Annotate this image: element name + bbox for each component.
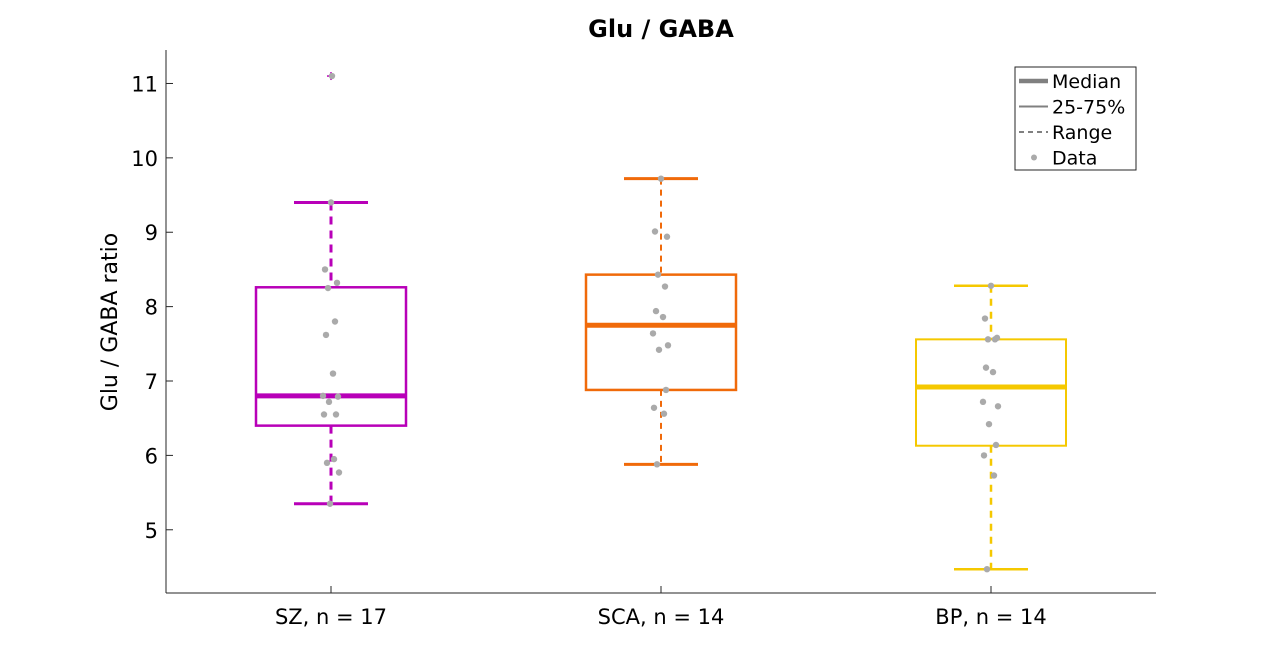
legend-swatch	[1031, 154, 1037, 161]
data-point	[994, 403, 1002, 410]
legend-label: Data	[1052, 148, 1097, 170]
data-point	[319, 392, 327, 400]
y-tick-label: 10	[131, 147, 158, 171]
x-tick-label: SCA, n = 14	[598, 605, 725, 629]
box-group	[915, 284, 1067, 571]
legend: Median 25-75% Range Data	[1014, 66, 1137, 171]
y-tick-label: 5	[145, 519, 158, 543]
iqr-box	[254, 286, 408, 427]
y-tick-label: 6	[145, 444, 158, 468]
data-point	[992, 441, 1000, 449]
legend-label: Range	[1052, 122, 1112, 144]
legend-entry: Data	[1031, 148, 1097, 170]
data-point	[325, 398, 333, 406]
data-point	[328, 72, 336, 80]
data-point	[320, 411, 328, 418]
data-points	[319, 72, 1002, 573]
box-group	[584, 177, 738, 466]
data-point	[649, 330, 657, 337]
data-point	[984, 336, 992, 343]
y-axis-label: Glu / GABA ratio	[98, 233, 123, 411]
data-point	[335, 469, 343, 476]
iqr-box	[915, 338, 1067, 447]
iqr-box	[584, 273, 738, 392]
data-point	[334, 393, 342, 400]
data-point	[651, 228, 659, 235]
legend-entry: Range	[1019, 122, 1112, 144]
data-point	[650, 404, 658, 411]
data-point	[321, 266, 329, 273]
data-point	[652, 307, 660, 315]
x-tick-label: BP, n = 14	[935, 605, 1046, 629]
y-tick-label: 9	[145, 221, 158, 245]
data-point	[981, 315, 989, 322]
data-point	[661, 283, 669, 290]
legend-label: 25-75%	[1052, 97, 1125, 119]
axes: 5 6 7 8 9 10 11 SZ, n = 17 SCA, n = 14 BP, n = 14	[131, 50, 1156, 629]
data-point	[324, 284, 332, 292]
data-point	[985, 420, 993, 428]
legend-label: Median	[1052, 71, 1121, 93]
chart-title: Glu / GABA	[588, 15, 734, 43]
data-point	[333, 279, 341, 287]
data-point	[327, 199, 335, 206]
data-point	[662, 386, 670, 394]
data-point	[322, 331, 330, 339]
legend-box	[1014, 66, 1137, 171]
legend-entry: 25-75%	[1019, 97, 1125, 119]
data-point	[655, 346, 663, 353]
data-point	[657, 175, 665, 182]
data-point	[663, 233, 671, 240]
data-point	[331, 318, 339, 325]
data-point	[653, 461, 661, 468]
boxes	[254, 72, 1067, 571]
data-point	[332, 411, 340, 418]
data-point	[329, 370, 337, 377]
y-tick-label: 7	[145, 370, 158, 394]
data-point	[980, 452, 988, 459]
data-point	[983, 565, 991, 573]
data-point	[323, 459, 331, 467]
data-point	[982, 364, 990, 371]
data-point	[979, 398, 987, 406]
data-point	[990, 472, 998, 479]
data-point	[659, 313, 667, 321]
data-point	[989, 368, 997, 376]
x-tick-label: SZ, n = 17	[275, 605, 387, 629]
data-point	[660, 410, 668, 417]
data-point	[991, 336, 999, 343]
y-tick-label: 11	[131, 72, 158, 96]
legend-entry: Median	[1019, 71, 1121, 93]
data-point	[987, 282, 995, 289]
data-point	[664, 342, 672, 349]
data-point	[326, 500, 334, 507]
data-point	[330, 455, 338, 463]
y-tick-label: 8	[145, 296, 158, 320]
data-point	[654, 271, 662, 278]
